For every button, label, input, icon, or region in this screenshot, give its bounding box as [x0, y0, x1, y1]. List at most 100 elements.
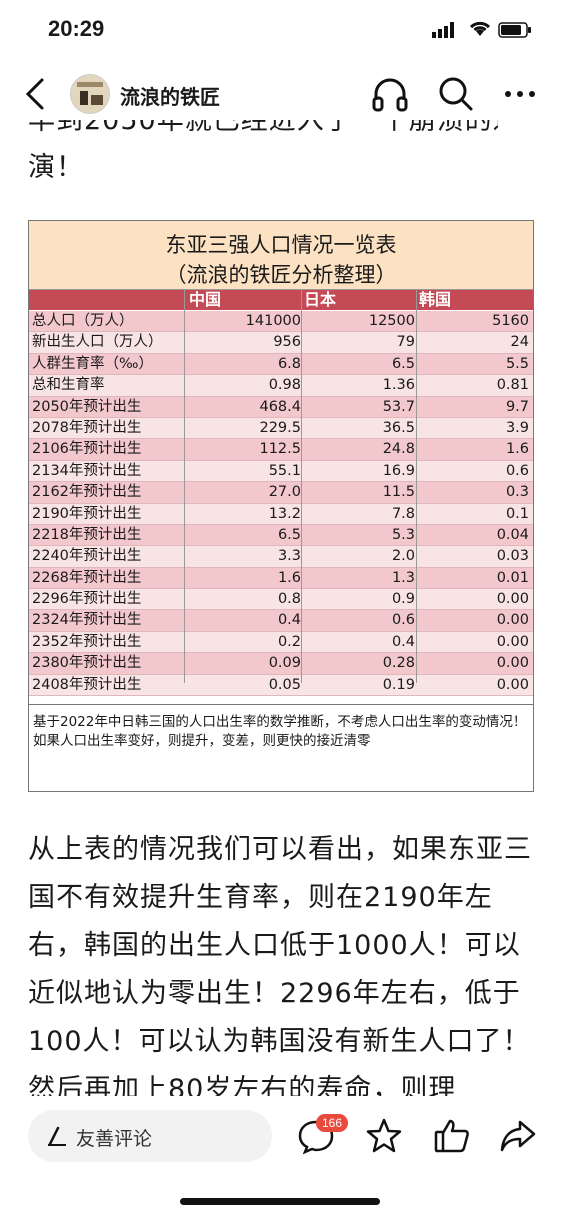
table-row: 2352年预计出生 0.2 0.4 0.00 [29, 631, 533, 654]
cell-china: 0.8 [277, 591, 301, 608]
cell-china: 55.1 [268, 462, 301, 479]
cell-japan: 16.9 [382, 462, 415, 479]
column-japan: 日本 [304, 290, 337, 309]
like-icon[interactable] [432, 1116, 472, 1156]
signal-icon [432, 22, 454, 38]
table-row: 2134年预计出生 55.1 16.9 0.6 [29, 460, 533, 483]
wifi-icon [469, 21, 491, 36]
cell-japan: 6.5 [391, 355, 415, 372]
star-icon[interactable] [364, 1116, 404, 1156]
cell-japan: 2.0 [391, 548, 415, 565]
status-bar: 20:29 [0, 0, 561, 60]
row-label: 2218年预计出生 [32, 526, 142, 543]
column-korea: 韩国 [419, 290, 452, 309]
table-row: 2050年预计出生 468.4 53.7 9.7 [29, 396, 533, 418]
cell-korea: 0.04 [496, 526, 529, 543]
share-icon[interactable] [498, 1116, 538, 1156]
table-row: 2190年预计出生 13.2 7.8 0.1 [29, 503, 533, 525]
cell-china: 6.5 [277, 526, 301, 543]
row-label: 2106年预计出生 [32, 441, 142, 458]
row-label: 2050年预计出生 [32, 398, 142, 415]
cell-china: 3.3 [277, 548, 301, 565]
cell-korea: 24 [510, 334, 529, 351]
headphones-icon[interactable] [370, 74, 410, 114]
article-paragraph: 从上表的情况我们可以看出，如果东亚三国不有效提升生育率，则在2190年左右，韩国… [28, 834, 532, 1096]
table-subtitle: （流浪的铁匠分析整理） [165, 263, 397, 287]
pen-icon [48, 1126, 66, 1146]
cell-china: 0.09 [268, 655, 301, 672]
row-label: 2190年预计出生 [32, 505, 142, 522]
cell-japan: 79 [396, 334, 415, 351]
row-label: 人群生育率（‰） [32, 355, 153, 372]
comment-input[interactable]: 友善评论 [28, 1110, 272, 1162]
nav-bar: 流浪的铁匠 [0, 62, 561, 124]
cell-china: 0.98 [268, 377, 301, 394]
row-label: 总人口（万人） [32, 313, 134, 329]
cell-japan: 0.19 [382, 676, 415, 693]
cell-korea: 9.7 [505, 398, 529, 415]
cell-korea: 3.9 [505, 419, 529, 436]
cell-china: 229.5 [259, 419, 301, 436]
table-title: 东亚三强人口情况一览表 [165, 233, 397, 257]
cell-china: 141000 [245, 313, 301, 329]
cell-china: 6.8 [277, 355, 301, 372]
row-label: 2240年预计出生 [32, 548, 142, 565]
cell-china: 13.2 [268, 505, 301, 522]
row-label: 2408年预计出生 [32, 676, 142, 693]
cell-china: 27.0 [268, 484, 301, 501]
cell-japan: 1.36 [382, 377, 415, 394]
table-row: 新出生人口（万人） 956 79 24 [29, 332, 533, 354]
search-icon[interactable] [436, 74, 476, 114]
table-body: 总人口（万人） 141000 12500 5160 新出生人口（万人） 956 79 24 人群… [29, 311, 533, 697]
battery-icon [498, 22, 531, 38]
table-row: 总人口（万人） 141000 12500 5160 [29, 311, 533, 333]
column-divider [416, 290, 417, 683]
cell-japan: 0.9 [391, 591, 415, 608]
population-table-image: 东亚三强人口情况一览表 （流浪的铁匠分析整理） 中国 日本 韩国 总人口（万人）… [28, 220, 534, 792]
table-row: 2218年预计出生 6.5 5.3 0.04 [29, 524, 533, 547]
cell-korea: 0.00 [496, 676, 529, 693]
row-label: 2324年预计出生 [32, 612, 142, 629]
cell-china: 956 [273, 334, 301, 351]
row-label: 2162年预计出生 [32, 484, 142, 501]
row-label: 2078年预计出生 [32, 419, 142, 436]
cell-japan: 24.8 [382, 441, 415, 458]
table-row: 2106年预计出生 112.5 24.8 1.6 [29, 439, 533, 461]
cell-korea: 5160 [492, 313, 529, 329]
row-label: 2380年预计出生 [32, 655, 142, 672]
cell-korea: 0.01 [496, 569, 529, 586]
cell-china: 0.4 [277, 612, 301, 629]
avatar[interactable] [70, 74, 110, 114]
row-label: 2352年预计出生 [32, 633, 142, 650]
cell-japan: 0.4 [391, 633, 415, 650]
cell-korea: 1.6 [505, 441, 529, 458]
cell-china: 0.2 [277, 633, 301, 650]
table-row: 2380年预计出生 0.09 0.28 0.00 [29, 653, 533, 675]
table-row: 2408年预计出生 0.05 0.19 0.00 [29, 674, 533, 697]
table-row: 2324年预计出生 0.4 0.6 0.00 [29, 610, 533, 632]
more-icon[interactable] [500, 74, 540, 114]
cell-korea: 0.00 [496, 655, 529, 672]
table-row: 2240年预计出生 3.3 2.0 0.03 [29, 546, 533, 568]
row-label: 2296年预计出生 [32, 591, 142, 608]
cell-japan: 0.28 [382, 655, 415, 672]
column-china: 中国 [189, 290, 222, 309]
table-row: 2078年预计出生 229.5 36.5 3.9 [29, 417, 533, 440]
table-note: 基于2022年中日韩三国的人口出生率的数学推断，不考虑人口出生率的变动情况！如果… [29, 704, 533, 792]
cell-japan: 0.6 [391, 612, 415, 629]
cell-korea: 0.3 [505, 484, 529, 501]
cell-japan: 12500 [368, 313, 415, 329]
cell-korea: 0.1 [505, 505, 529, 522]
cell-korea: 0.6 [505, 462, 529, 479]
comment-icon[interactable] [296, 1116, 336, 1156]
comment-placeholder: 友善评论 [76, 1128, 153, 1150]
back-arrow-icon[interactable] [20, 76, 50, 112]
home-indicator [180, 1198, 380, 1205]
cell-japan: 53.7 [382, 398, 415, 415]
cell-japan: 1.3 [391, 569, 415, 586]
cell-japan: 11.5 [382, 484, 415, 501]
row-label: 总和生育率 [32, 377, 105, 394]
article-cut-line: 早到2050年就已经进入了一个崩溃的过程推 [28, 120, 498, 136]
cell-japan: 36.5 [382, 419, 415, 436]
account-name[interactable]: 流浪的铁匠 [120, 85, 220, 109]
